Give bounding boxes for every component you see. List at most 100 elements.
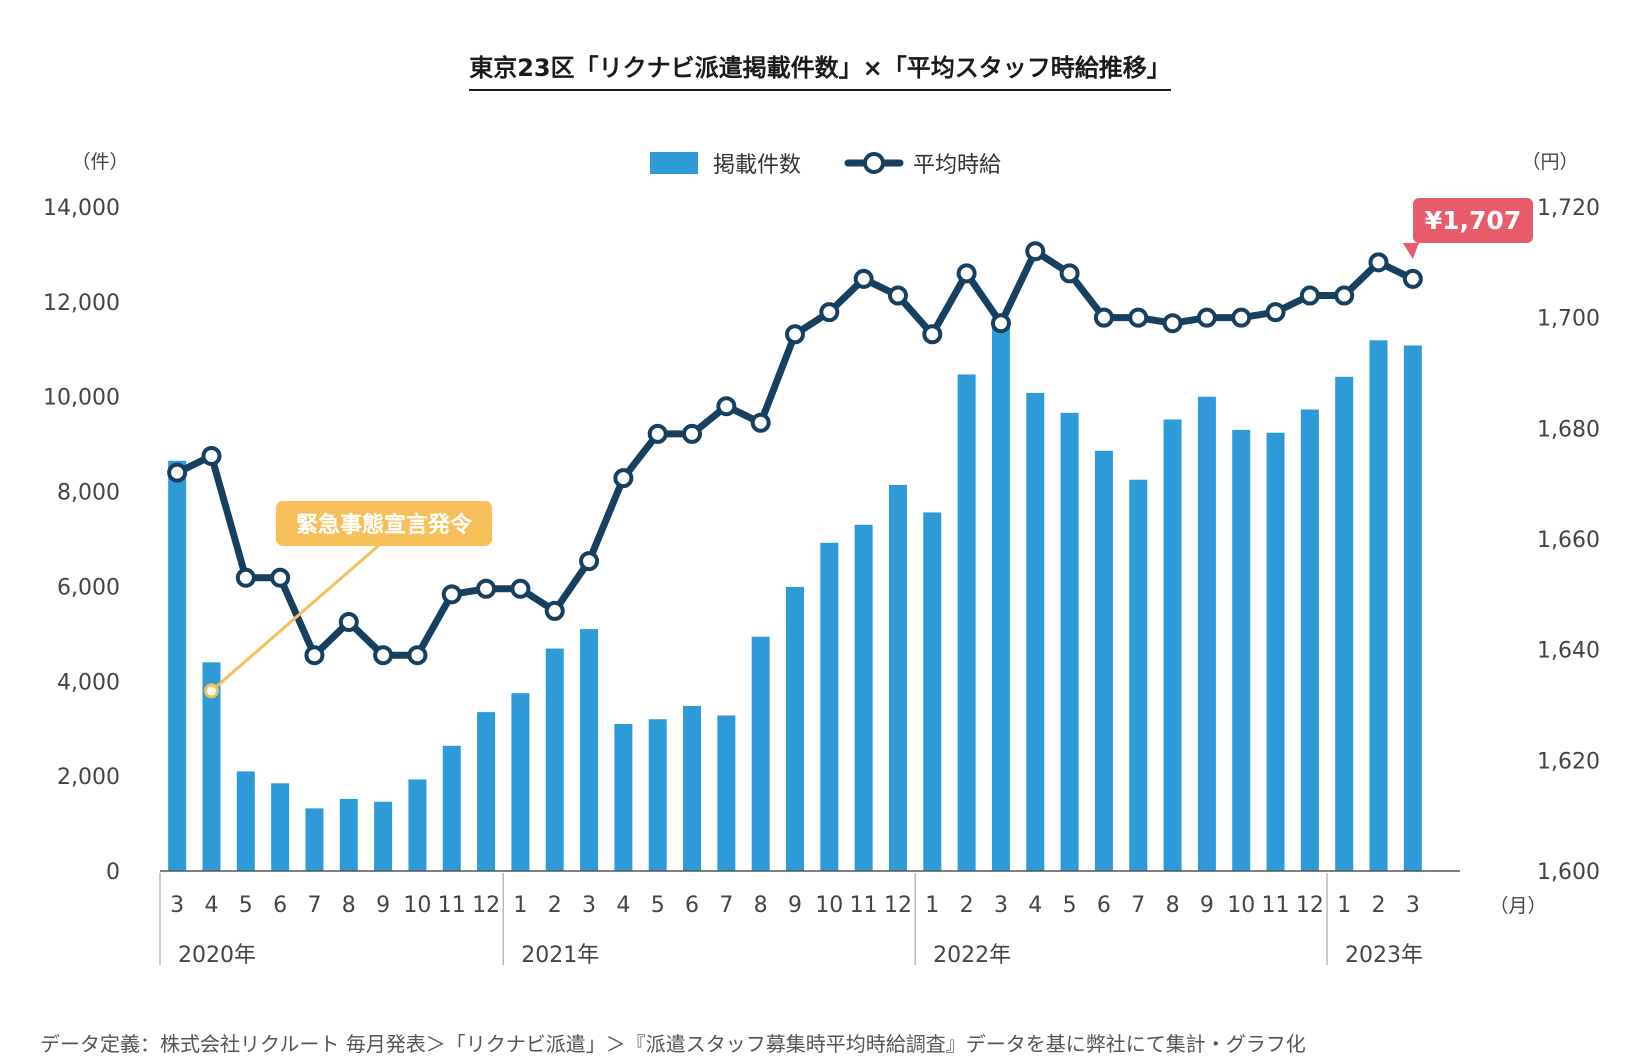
bar bbox=[786, 586, 804, 871]
bar bbox=[854, 524, 873, 871]
bar bbox=[1369, 340, 1388, 871]
month-label: 11 bbox=[1262, 893, 1290, 918]
year-label: 2023年 bbox=[1345, 943, 1423, 968]
bar bbox=[1197, 396, 1216, 871]
bar bbox=[545, 648, 564, 871]
bar bbox=[168, 460, 187, 871]
month-label: 12 bbox=[884, 893, 912, 918]
right-tick-label: 1,600 bbox=[1537, 860, 1600, 885]
month-label: 11 bbox=[438, 893, 466, 918]
month-label: 4 bbox=[1028, 893, 1042, 918]
month-label: 8 bbox=[754, 893, 768, 918]
wage-point bbox=[1162, 313, 1183, 334]
month-label: 7 bbox=[719, 893, 733, 918]
bar bbox=[1335, 376, 1354, 871]
month-label: 7 bbox=[1131, 893, 1145, 918]
right-tick-label: 1,660 bbox=[1537, 528, 1600, 553]
wage-point bbox=[1334, 285, 1355, 306]
bar bbox=[202, 662, 221, 871]
source-note: データ定義：株式会社リクルート 毎月発表＞「リクナビ派遣」＞『派遣スタッフ募集時… bbox=[40, 1032, 1306, 1056]
wage-point bbox=[750, 412, 771, 433]
wage-point bbox=[716, 396, 737, 417]
wage-point bbox=[476, 578, 497, 599]
month-label: 3 bbox=[582, 893, 596, 918]
left-tick-label: 4,000 bbox=[57, 670, 120, 695]
wage-point bbox=[853, 268, 874, 289]
chart-title: 東京23区「リクナビ派遣掲載件数」×「平均スタッフ時給推移」 bbox=[0, 48, 1640, 91]
bar bbox=[305, 808, 324, 871]
bar bbox=[236, 771, 255, 871]
month-label: 5 bbox=[651, 893, 665, 918]
bar bbox=[923, 512, 942, 871]
left-tick-label: 12,000 bbox=[43, 291, 120, 316]
wage-point bbox=[510, 578, 531, 599]
wage-point bbox=[338, 612, 359, 632]
wage-point bbox=[1368, 252, 1389, 273]
month-label: 6 bbox=[685, 893, 699, 918]
year-label: 2021年 bbox=[521, 943, 599, 968]
price-callout-pointer bbox=[1402, 243, 1419, 259]
emergency-callout-text: 緊急事態宣言発令 bbox=[296, 512, 473, 538]
wage-point bbox=[270, 567, 291, 588]
month-label: 2 bbox=[548, 893, 562, 918]
month-unit-label: （月） bbox=[1489, 895, 1546, 917]
month-label: 10 bbox=[1227, 893, 1255, 918]
bar bbox=[1163, 419, 1182, 871]
right-tick-label: 1,720 bbox=[1537, 196, 1600, 221]
bar bbox=[717, 715, 736, 871]
wage-point bbox=[304, 645, 325, 666]
month-label: 3 bbox=[170, 893, 184, 918]
month-label: 2 bbox=[1372, 893, 1386, 918]
bar bbox=[751, 636, 770, 871]
month-label: 2 bbox=[960, 893, 974, 918]
wage-point bbox=[201, 446, 222, 466]
left-axis-unit: （件） bbox=[71, 151, 128, 173]
right-tick-label: 1,700 bbox=[1537, 307, 1600, 332]
bar bbox=[1403, 345, 1422, 871]
month-label: 6 bbox=[1097, 893, 1111, 918]
wage-point bbox=[1025, 241, 1046, 262]
left-tick-label: 8,000 bbox=[57, 481, 120, 506]
year-label: 2022年 bbox=[933, 943, 1011, 968]
left-tick-label: 10,000 bbox=[43, 386, 120, 411]
bar bbox=[1232, 429, 1251, 871]
month-label: 5 bbox=[239, 893, 253, 918]
month-label: 12 bbox=[1296, 893, 1324, 918]
wage-point bbox=[682, 423, 703, 444]
wage-point bbox=[441, 584, 462, 605]
month-label: 10 bbox=[815, 893, 843, 918]
wage-point bbox=[647, 423, 668, 444]
left-tick-label: 0 bbox=[106, 860, 120, 885]
left-tick-label: 6,000 bbox=[57, 575, 120, 600]
wage-point bbox=[1128, 307, 1149, 328]
bar bbox=[1026, 392, 1045, 871]
emergency-leader-dot bbox=[203, 683, 219, 699]
bar bbox=[1129, 479, 1148, 871]
wage-point bbox=[956, 263, 977, 284]
bar bbox=[477, 712, 496, 871]
right-tick-label: 1,620 bbox=[1537, 749, 1600, 774]
year-label: 2020年 bbox=[178, 943, 256, 968]
bar bbox=[1266, 432, 1285, 871]
emergency-callout-box bbox=[276, 501, 492, 546]
bar bbox=[820, 542, 839, 871]
bar bbox=[683, 705, 702, 871]
bar bbox=[991, 318, 1010, 872]
month-label: 3 bbox=[994, 893, 1008, 918]
bar bbox=[648, 719, 667, 871]
left-tick-label: 2,000 bbox=[57, 765, 120, 790]
month-label: 1 bbox=[925, 893, 939, 918]
chart-title-text: 東京23区「リクナビ派遣掲載件数」×「平均スタッフ時給推移」 bbox=[469, 48, 1171, 91]
wage-point bbox=[1299, 285, 1320, 306]
month-label: 4 bbox=[616, 893, 630, 918]
wage-point bbox=[1265, 302, 1286, 323]
wage-point bbox=[819, 302, 840, 323]
wage-point bbox=[579, 551, 600, 572]
bar bbox=[339, 798, 358, 871]
right-tick-label: 1,680 bbox=[1537, 417, 1600, 442]
bar bbox=[1060, 412, 1079, 871]
bar bbox=[271, 783, 290, 871]
bar bbox=[442, 745, 461, 871]
legend-line-marker bbox=[863, 152, 885, 174]
wage-point bbox=[407, 645, 428, 666]
